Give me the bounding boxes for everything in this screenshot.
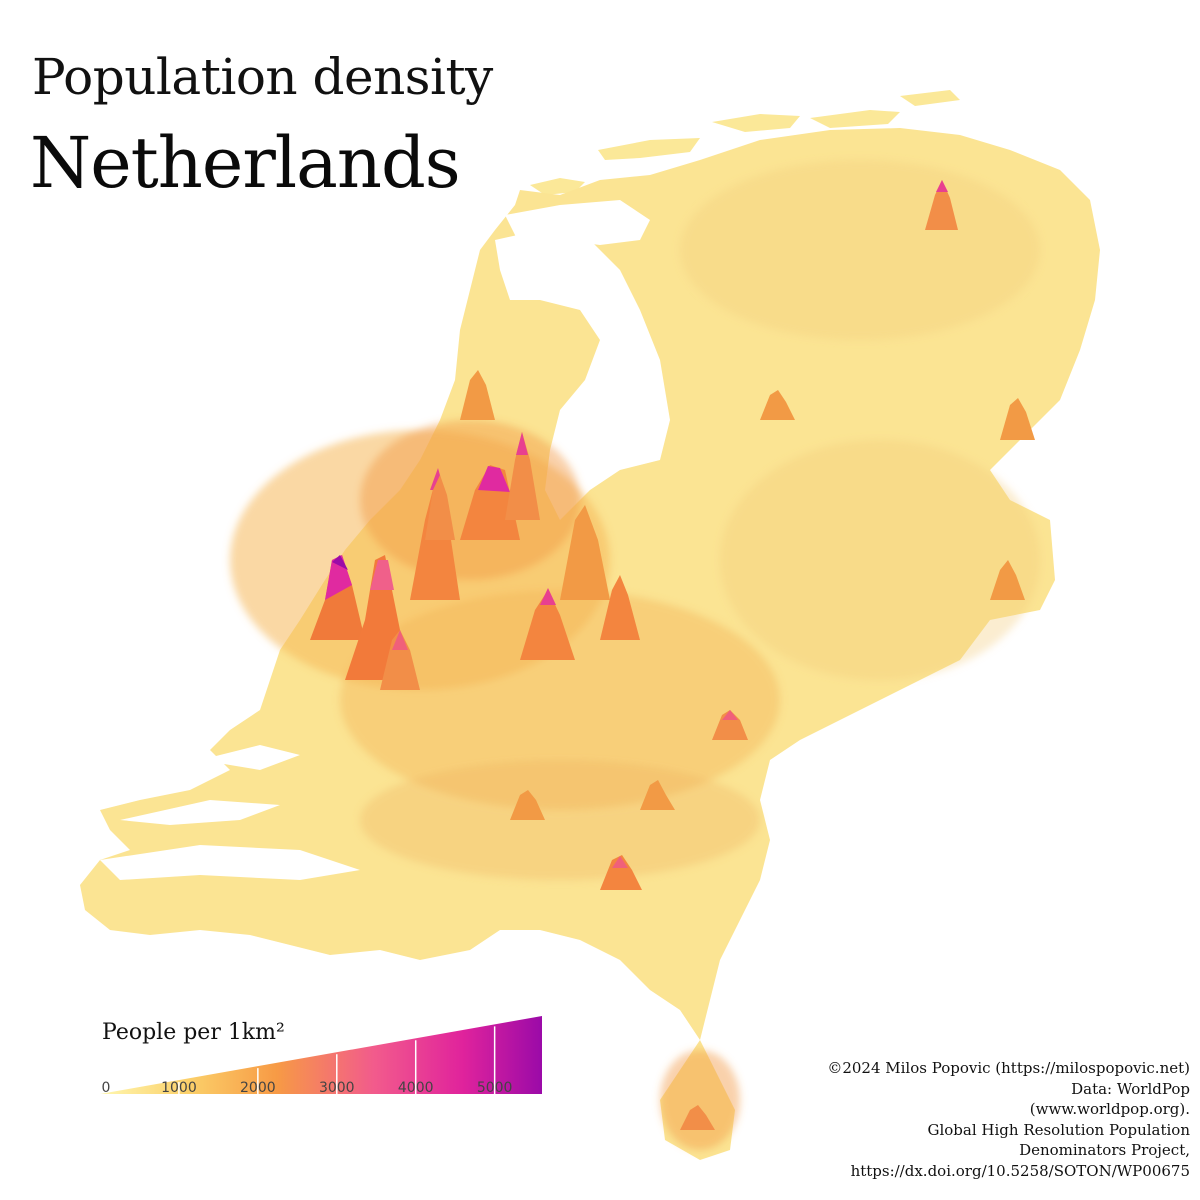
- city-peaks: [310, 180, 1035, 1130]
- ijsselmeer-water: [495, 230, 670, 520]
- legend-title: People per 1km²: [102, 1020, 285, 1045]
- legend-tick-label: 0: [101, 1080, 111, 1096]
- delta-water: [100, 745, 360, 880]
- legend-tick-label: 5000: [476, 1080, 513, 1096]
- legend-tick-label: 3000: [318, 1080, 355, 1096]
- credit-line: Data: WorldPop: [1071, 1079, 1190, 1098]
- credit-line: Global High Resolution Population: [927, 1120, 1190, 1139]
- title-line-2: Netherlands: [30, 122, 461, 204]
- credits: ©2024 Milos Popovic (https://milospopovi…: [827, 1058, 1190, 1181]
- wadden-sea-water: [505, 200, 650, 245]
- credit-line: (www.worldpop.org).: [1029, 1100, 1190, 1118]
- legend-ramp: [100, 1016, 542, 1094]
- legend-tick-label: 4000: [397, 1080, 434, 1096]
- credit-line: https://dx.doi.org/10.5258/SOTON/WP00675: [850, 1161, 1190, 1180]
- credit-line: ©2024 Milos Popovic (https://milospopovi…: [827, 1059, 1190, 1077]
- credit-line: Denominators Project,: [1019, 1141, 1190, 1159]
- wadden-islands: [530, 90, 960, 195]
- legend-wedge: [100, 1016, 542, 1094]
- legend-tick-label: 2000: [240, 1080, 276, 1096]
- title-line-1: Population density: [32, 48, 493, 106]
- legend-tick-label: 1000: [161, 1080, 197, 1096]
- legend-tick-lines: [178, 1026, 496, 1094]
